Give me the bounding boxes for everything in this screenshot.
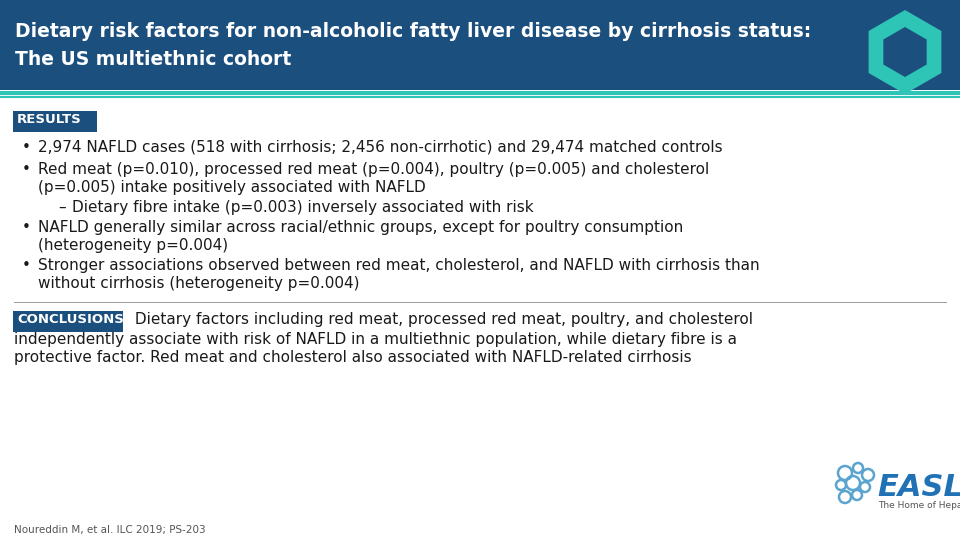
Text: CONCLUSIONS: CONCLUSIONS xyxy=(17,313,124,326)
FancyBboxPatch shape xyxy=(13,311,123,332)
Text: Dietary factors including red meat, processed red meat, poultry, and cholesterol: Dietary factors including red meat, proc… xyxy=(130,312,753,327)
Polygon shape xyxy=(883,27,926,77)
Text: The Home of Hepatology: The Home of Hepatology xyxy=(878,501,960,510)
Text: 2,974 NAFLD cases (518 with cirrhosis; 2,456 non-cirrhotic) and 29,474 matched c: 2,974 NAFLD cases (518 with cirrhosis; 2… xyxy=(38,140,723,155)
Text: •: • xyxy=(22,220,31,235)
Text: –: – xyxy=(58,200,65,215)
Text: Dietary fibre intake (p=0.003) inversely associated with risk: Dietary fibre intake (p=0.003) inversely… xyxy=(72,200,534,215)
Text: •: • xyxy=(22,140,31,155)
Text: NAFLD generally similar across racial/ethnic groups, except for poultry consumpt: NAFLD generally similar across racial/et… xyxy=(38,220,684,235)
Text: The US multiethnic cohort: The US multiethnic cohort xyxy=(15,50,291,69)
Text: •: • xyxy=(22,258,31,273)
Text: protective factor. Red meat and cholesterol also associated with NAFLD-related c: protective factor. Red meat and choleste… xyxy=(14,350,691,365)
Text: independently associate with risk of NAFLD in a multiethnic population, while di: independently associate with risk of NAF… xyxy=(14,332,737,347)
Text: RESULTS: RESULTS xyxy=(17,113,82,126)
Text: Stronger associations observed between red meat, cholesterol, and NAFLD with cir: Stronger associations observed between r… xyxy=(38,258,759,273)
Text: without cirrhosis (heterogeneity p=0.004): without cirrhosis (heterogeneity p=0.004… xyxy=(38,276,359,291)
Polygon shape xyxy=(869,10,942,94)
Text: Noureddin M, et al. ILC 2019; PS-203: Noureddin M, et al. ILC 2019; PS-203 xyxy=(14,525,205,535)
Text: (heterogeneity p=0.004): (heterogeneity p=0.004) xyxy=(38,238,228,253)
Text: •: • xyxy=(22,162,31,177)
FancyBboxPatch shape xyxy=(13,111,97,132)
Text: (p=0.005) intake positively associated with NAFLD: (p=0.005) intake positively associated w… xyxy=(38,180,425,195)
Text: Dietary risk factors for non-alcoholic fatty liver disease by cirrhosis status:: Dietary risk factors for non-alcoholic f… xyxy=(15,22,811,41)
Text: EASL: EASL xyxy=(877,473,960,502)
Text: Red meat (p=0.010), processed red meat (p=0.004), poultry (p=0.005) and choleste: Red meat (p=0.010), processed red meat (… xyxy=(38,162,709,177)
FancyBboxPatch shape xyxy=(0,0,960,90)
